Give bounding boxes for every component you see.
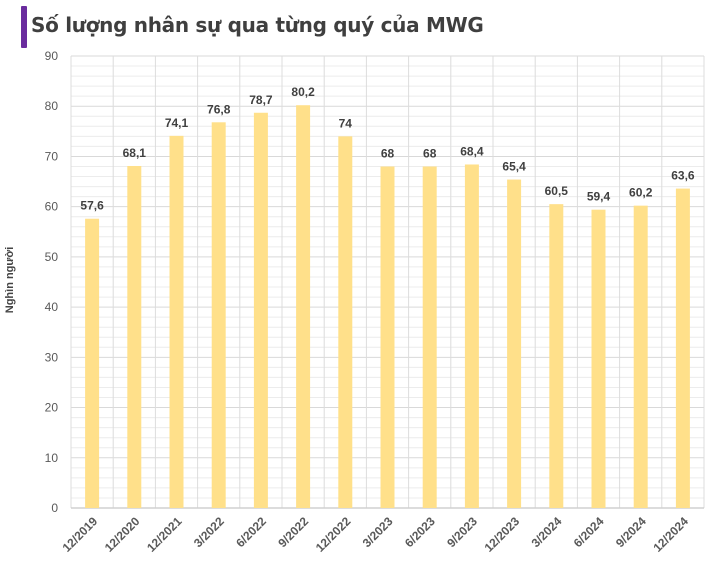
x-tick-label: 12/2024 [650, 514, 691, 555]
x-tick-label: 12/2022 [313, 514, 354, 555]
y-tick-label: 40 [45, 300, 59, 314]
y-tick-label: 50 [45, 250, 59, 264]
y-tick-label: 80 [45, 99, 59, 113]
x-tick-label: 9/2024 [613, 514, 649, 550]
bar [380, 166, 395, 508]
x-tick-label: 12/2019 [60, 514, 101, 555]
bar-value-label: 78,7 [249, 93, 273, 107]
bar [85, 218, 100, 508]
x-tick-label: 3/2024 [529, 514, 565, 550]
bar-value-label: 63,6 [671, 169, 695, 183]
x-tick-label: 3/2022 [191, 514, 227, 550]
bar-value-label: 74,1 [165, 116, 189, 130]
bar-value-label: 65,4 [502, 160, 526, 174]
bar-value-label: 57,6 [80, 199, 104, 213]
x-tick-label: 12/2021 [144, 514, 185, 555]
y-tick-label: 0 [51, 501, 58, 515]
bar [127, 165, 142, 508]
x-tick-label: 3/2023 [360, 514, 396, 550]
bar-value-label: 59,4 [587, 190, 611, 204]
bar [338, 136, 353, 508]
bar-value-label: 68,1 [123, 146, 147, 160]
bar [549, 204, 564, 508]
x-tick-label: 12/2023 [482, 514, 523, 555]
y-tick-label: 60 [45, 200, 59, 214]
bar [591, 209, 606, 508]
bar-value-label: 68 [381, 146, 395, 160]
y-tick-label: 10 [45, 451, 59, 465]
bar [507, 179, 522, 508]
y-tick-label: 90 [45, 49, 59, 63]
title-accent-bar [21, 6, 27, 48]
bar-value-label: 60,5 [545, 184, 569, 198]
x-tick-label: 12/2020 [102, 514, 143, 555]
bar [211, 122, 226, 508]
bar [169, 135, 184, 508]
y-tick-label: 30 [45, 350, 59, 364]
bar-value-label: 74 [339, 116, 353, 130]
x-tick-label: 6/2023 [402, 514, 438, 550]
bar [422, 166, 437, 508]
x-tick-label: 6/2024 [571, 514, 607, 550]
bar-value-label: 60,2 [629, 186, 653, 200]
y-tick-label: 70 [45, 149, 59, 163]
chart-title: Số lượng nhân sự qua từng quý của MWG [31, 13, 484, 37]
bar-value-label: 68 [423, 146, 437, 160]
bar [296, 105, 311, 509]
bar [675, 188, 690, 508]
bar-value-label: 68,4 [460, 144, 484, 158]
bar-value-label: 80,2 [291, 85, 315, 99]
bar [253, 112, 268, 509]
x-tick-label: 6/2022 [233, 514, 269, 550]
bar-value-label: 76,8 [207, 102, 231, 116]
bar [464, 164, 479, 509]
x-tick-label: 9/2023 [444, 514, 480, 550]
x-tick-label: 9/2022 [275, 514, 311, 550]
bar [633, 205, 648, 508]
y-tick-label: 20 [45, 401, 59, 415]
